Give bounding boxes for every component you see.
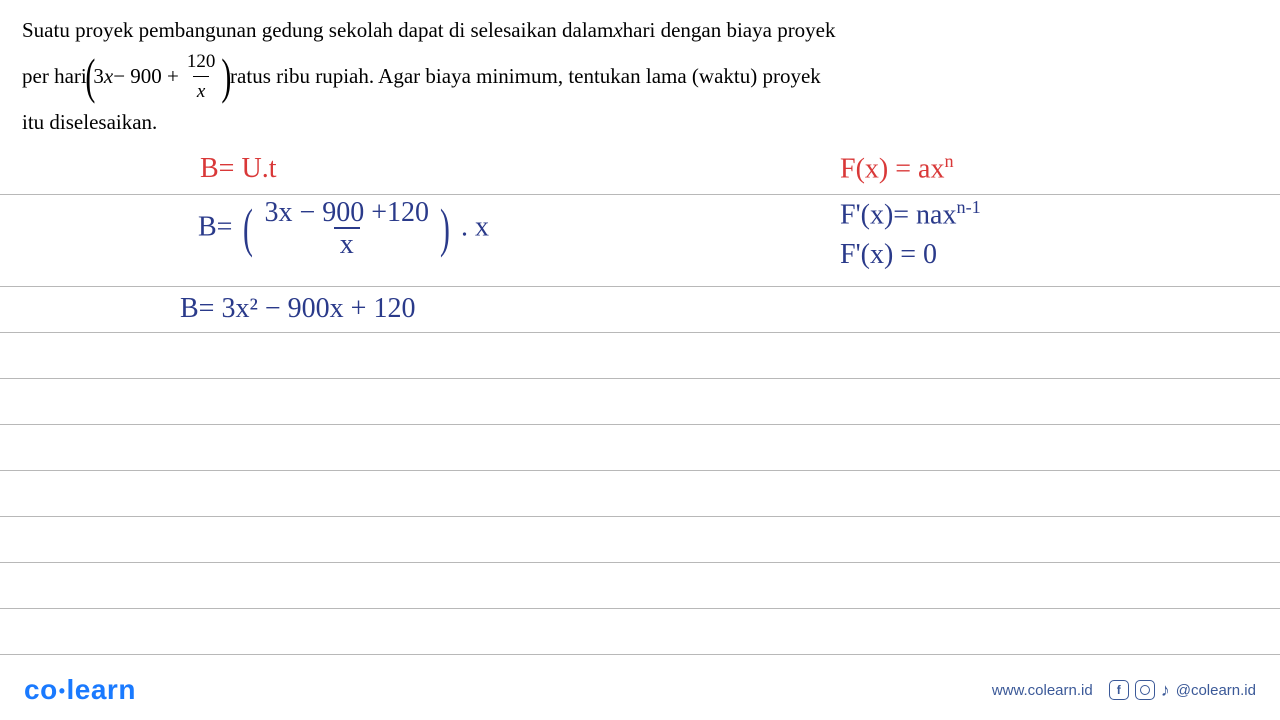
logo-dot: • (59, 681, 66, 701)
text: . x (461, 211, 489, 242)
hand-rule3: F'(x) = 0 (840, 239, 937, 271)
ruled-line (0, 425, 1280, 471)
hand-rule2: F'(x)= naxn-1 (840, 197, 981, 231)
close-paren: ) (222, 54, 232, 99)
frac-num: 120 (183, 47, 220, 76)
text: hari dengan biaya proyek (623, 14, 836, 47)
footer-url: www.colearn.id (992, 682, 1093, 699)
social-icons: f ♪ @colearn.id (1109, 680, 1256, 701)
worksheet-lines: B= U.t F(x) = axn B= ( 3x − 900 +120 x )… (0, 149, 1280, 655)
close-paren: ) (440, 207, 450, 250)
open-paren: ( (85, 54, 95, 99)
logo-part-a: co (24, 674, 58, 705)
colearn-logo: co•learn (24, 674, 136, 706)
ruled-line: B= 3x² − 900x + 120 (0, 287, 1280, 333)
ruled-line (0, 517, 1280, 563)
text: itu diselesaikan. (22, 106, 157, 139)
text: F'(x)= nax (840, 199, 956, 230)
logo-part-b: learn (67, 674, 136, 705)
frac-num: 3x − 900 +120 (264, 197, 429, 229)
problem-statement: Suatu proyek pembangunan gedung sekolah … (0, 0, 1280, 147)
hand-eq1: B= U.t (200, 153, 276, 185)
var-x: x (104, 60, 113, 93)
problem-line-3: itu diselesaikan. (22, 106, 1258, 139)
ruled-line (0, 563, 1280, 609)
fraction: 120 x (183, 47, 220, 107)
hand-fraction: 3x − 900 +120 x (264, 197, 429, 261)
text: F(x) = ax (840, 153, 944, 184)
ruled-line: B= U.t F(x) = axn (0, 149, 1280, 195)
text: ratus ribu rupiah. Agar biaya minimum, t… (230, 60, 821, 93)
facebook-icon: f (1109, 680, 1129, 700)
ruled-line (0, 333, 1280, 379)
text: B= (198, 211, 239, 242)
footer: co•learn www.colearn.id f ♪ @colearn.id (0, 674, 1280, 706)
var-x: x (613, 14, 622, 47)
text: − 900 + (113, 60, 179, 93)
hand-rule1: F(x) = axn (840, 151, 954, 185)
text: Suatu proyek pembangunan gedung sekolah … (22, 14, 613, 47)
hand-eq3: B= 3x² − 900x + 120 (180, 293, 415, 325)
hand-eq2: B= ( 3x − 900 +120 x ) . x (198, 197, 489, 261)
sup: n (944, 151, 953, 171)
text: per hari (22, 60, 87, 93)
open-paren: ( (244, 207, 254, 250)
ruled-line (0, 471, 1280, 517)
frac-den: x (193, 76, 209, 106)
tiktok-icon: ♪ (1161, 680, 1170, 701)
footer-right: www.colearn.id f ♪ @colearn.id (992, 680, 1256, 701)
ruled-line: B= ( 3x − 900 +120 x ) . x F'(x)= naxn-1… (0, 195, 1280, 287)
footer-handle: @colearn.id (1176, 682, 1256, 699)
ruled-line (0, 379, 1280, 425)
sup: n-1 (956, 197, 980, 217)
problem-line-2: per hari ( 3 x − 900 + 120 x ) ratus rib… (22, 47, 1258, 107)
problem-line-1: Suatu proyek pembangunan gedung sekolah … (22, 14, 1258, 47)
frac-den: x (334, 227, 360, 261)
ruled-line (0, 609, 1280, 655)
instagram-icon (1135, 680, 1155, 700)
